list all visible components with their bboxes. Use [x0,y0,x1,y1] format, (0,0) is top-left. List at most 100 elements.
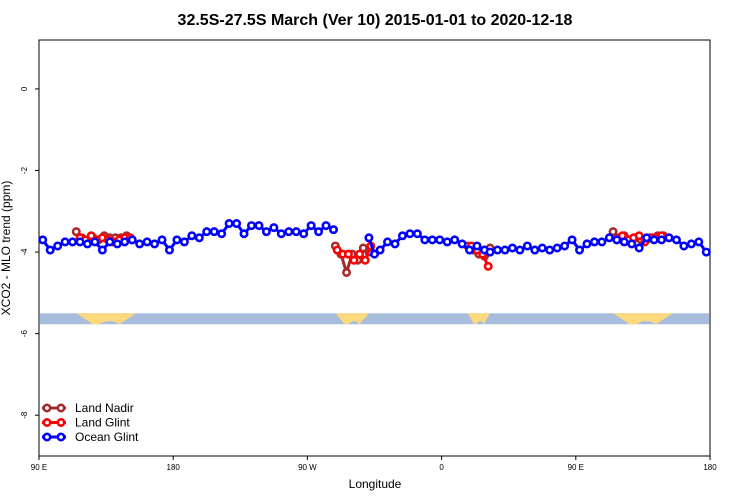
ocean-glint-point [209,227,219,237]
ocean-glint-point [38,235,48,245]
ocean-glint-point [642,233,652,243]
ocean-glint-point [291,227,301,237]
ocean-glint-point [567,235,577,245]
legend-marker-ocean-glint [56,432,66,442]
x-axis-label: Longitude [349,477,402,491]
ocean-glint-point [686,239,696,249]
ocean-glint-point [53,241,63,251]
ocean-glint-point [90,237,100,247]
ocean-glint-point [60,237,70,247]
legend-label-land-glint: Land Glint [75,416,130,430]
legend-marker-ocean-glint [42,432,52,442]
ocean-glint-point [142,237,152,247]
ocean-glint-point [582,239,592,249]
series-group [38,219,711,278]
ocean-glint-point [375,245,385,255]
ocean-glint-point [589,237,599,247]
ocean-glint-point [172,235,182,245]
ocean-band [40,313,709,325]
ocean-glint-point [597,237,607,247]
ocean-glint-point [694,237,704,247]
ocean-glint-point [427,235,437,245]
ocean-glint-point [485,247,495,257]
x-tick-label-5: 180 [703,463,717,472]
ocean-glint-point [457,239,467,249]
ocean-glint-point [383,237,393,247]
legend-marker-land-nadir [56,403,66,413]
land-ocean-band [40,313,709,325]
ocean-glint-point [500,245,510,255]
ocean-glint-point [239,229,249,239]
y-tick-label-2: -4 [20,248,29,256]
ocean-glint-point [202,227,212,237]
ocean-glint-point [224,219,234,229]
ocean-glint-point [68,237,78,247]
ocean-glint-point [164,245,174,255]
ocean-glint-point [507,243,517,253]
land-glint-point [86,231,96,241]
ocean-glint-point [390,239,400,249]
ocean-glint-point [261,227,271,237]
land-glint-point [332,245,342,255]
ocean-glint-point [299,229,309,239]
legend-marker-land-glint [42,417,52,427]
ocean-glint-point [397,231,407,241]
ocean-glint-point [560,241,570,251]
land-glint-point [343,249,353,259]
axes: 90 E 180 90 W 0 90 E 180 0 -2 -4 -6 -8 [20,86,717,472]
ocean-glint-point [276,229,286,239]
ocean-glint-point [82,239,92,249]
x-tick-label-3: 0 [439,463,444,472]
land-band-segment-0 [76,313,136,325]
ocean-glint-point [442,237,452,247]
land-glint-point [483,261,493,271]
x-tick-label-2: 90 W [298,463,317,472]
x-tick-label-0: 90 E [31,463,47,472]
ocean-glint-point [306,221,316,231]
ocean-glint-point [493,245,503,255]
ocean-glint-point [187,231,197,241]
ocean-glint-point [627,239,637,249]
ocean-glint-point [135,239,145,249]
land-nadir-point [71,227,81,237]
ocean-glint-point [179,237,189,247]
x-tick-label-1: 180 [167,463,181,472]
ocean-glint-point [75,237,85,247]
legend-label-land-nadir: Land Nadir [75,401,134,415]
y-tick-label-3: -6 [20,330,29,338]
legend-label-ocean-glint: Ocean Glint [75,430,139,444]
ocean-glint-point [217,229,227,239]
ocean-glint-point [612,235,622,245]
ocean-glint-point [405,229,415,239]
ocean-glint-point [649,235,659,245]
ocean-glint-point [420,235,430,245]
land-band-segment-2 [467,313,491,325]
y-tick-label-1: -2 [20,166,29,174]
ocean-glint-point [465,245,475,255]
ocean-glint-point [127,235,137,245]
y-tick-label-0: 0 [20,86,29,91]
x-tick-label-4: 90 E [568,463,584,472]
ocean-glint-point [254,221,264,231]
ocean-glint-point [515,245,525,255]
land-glint-point [634,231,644,241]
ocean-glint-point [530,245,540,255]
ocean-glint-point [97,245,107,255]
ocean-glint-point [45,245,55,255]
ocean-glint-point [314,227,324,237]
plot-frame [38,39,711,457]
ocean-glint-point [634,243,644,253]
y-axis-label: XCO2 - MLO trend (ppm) [0,181,13,316]
land-nadir-point [342,267,352,277]
land-band-segment-3 [613,313,673,325]
ocean-glint-point [679,241,689,251]
ocean-glint-point [246,221,256,231]
land-nadir-point [358,243,368,253]
ocean-glint-point [545,245,555,255]
ocean-glint-point [664,233,674,243]
ocean-glint-point [120,237,130,247]
land-band-segment-1 [335,313,369,325]
land-nadir-point [608,227,618,237]
ocean-glint-point [284,227,294,237]
